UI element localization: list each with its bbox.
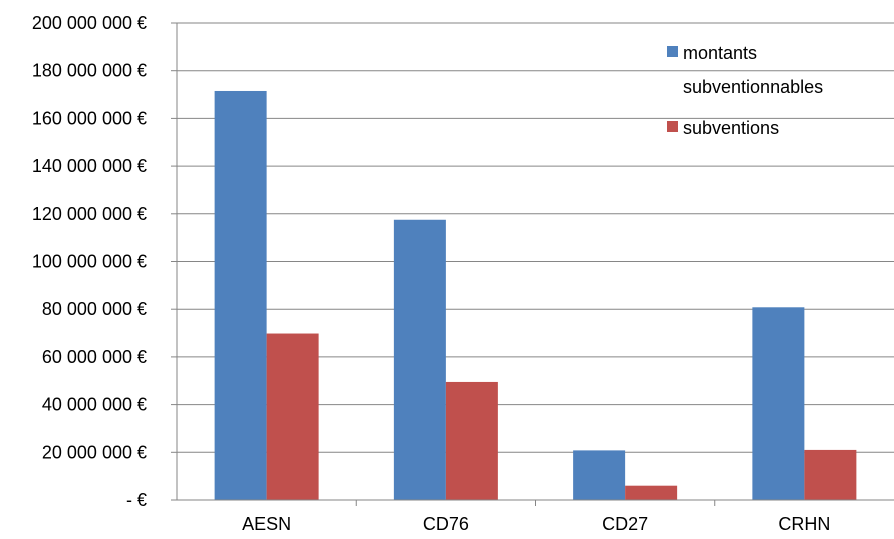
y-tick-label: 100 000 000 € <box>32 252 147 272</box>
x-tick-label: CD76 <box>423 514 469 534</box>
y-tick-label: 160 000 000 € <box>32 108 147 128</box>
y-tick-label: - € <box>126 490 147 510</box>
bar <box>266 333 319 500</box>
bar <box>393 219 446 500</box>
y-tick-label: 20 000 000 € <box>42 442 147 462</box>
x-tick-labels: AESN CD76 CD27 CRHN <box>242 500 830 534</box>
bar <box>625 485 678 500</box>
y-tick-label: 40 000 000 € <box>42 395 147 415</box>
y-tick-label: 140 000 000 € <box>32 156 147 176</box>
bar <box>573 450 626 500</box>
x-tick-label: CD27 <box>602 514 648 534</box>
bar <box>804 449 857 500</box>
legend-label-montants-line2: subventionnables <box>683 77 823 97</box>
bar <box>752 307 805 500</box>
legend-swatch-montants <box>667 46 678 57</box>
bar <box>445 381 498 500</box>
y-tick-labels: - € 20 000 000 € 40 000 000 € 60 000 000 € 8… <box>32 13 177 510</box>
legend-label-montants-line1: montants <box>683 43 757 63</box>
bars <box>214 90 857 500</box>
legend-swatch-subventions <box>667 121 678 132</box>
y-tick-label: 180 000 000 € <box>32 61 147 81</box>
y-tick-label: 120 000 000 € <box>32 204 147 224</box>
bar <box>214 90 267 500</box>
legend-label-subventions: subventions <box>683 118 779 138</box>
y-tick-label: 80 000 000 € <box>42 299 147 319</box>
y-tick-label: 60 000 000 € <box>42 347 147 367</box>
x-tick-label: CRHN <box>778 514 830 534</box>
legend: montants subventionnables subventions <box>667 43 823 138</box>
x-tick-label: AESN <box>242 514 291 534</box>
y-tick-label: 200 000 000 € <box>32 13 147 33</box>
